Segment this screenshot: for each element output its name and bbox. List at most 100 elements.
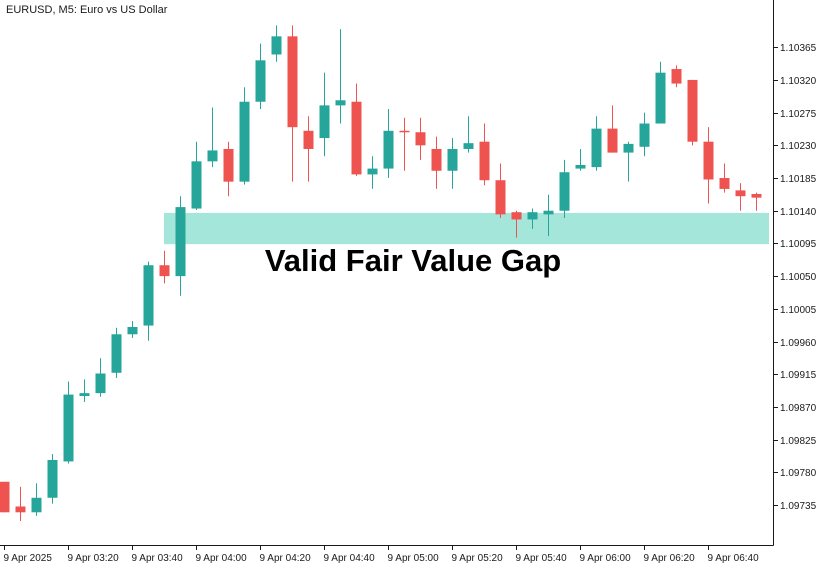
y-tick-label: 1.09960 [780, 338, 817, 349]
candle-body [127, 327, 138, 335]
x-tick-label: 9 Apr 05:40 [516, 553, 568, 564]
candle [399, 117, 410, 171]
candle-body [607, 128, 618, 153]
candle [543, 194, 554, 237]
y-tick-label: 1.10275 [780, 109, 817, 120]
candle [559, 159, 570, 218]
candle [175, 196, 186, 296]
x-tick-label: 9 Apr 05:20 [452, 553, 504, 564]
candle-body [143, 265, 154, 326]
candle [415, 117, 426, 160]
candle-body [255, 60, 266, 102]
y-tick-label: 1.10185 [780, 174, 817, 185]
candle [751, 192, 762, 211]
candle-body [47, 459, 58, 498]
candle-body [239, 101, 250, 182]
candle-body [511, 212, 522, 220]
candle-body [527, 212, 538, 220]
candle-body [303, 130, 314, 149]
candle [719, 163, 730, 193]
candle [511, 210, 522, 238]
y-tick-label: 1.09825 [780, 436, 817, 447]
candle-body [287, 36, 298, 128]
candle [255, 43, 266, 109]
candle [591, 116, 602, 171]
candle-body [271, 36, 282, 55]
candle-body [575, 164, 586, 169]
candle [31, 483, 42, 516]
fvg-zone-layer [164, 212, 769, 245]
candle [287, 25, 298, 182]
x-tick-label: 9 Apr 03:40 [132, 553, 184, 564]
candle [303, 116, 314, 182]
x-tick-label: 9 Apr 03:20 [68, 553, 120, 564]
y-tick-label: 1.09870 [780, 403, 817, 414]
candle-body [479, 141, 490, 181]
x-tick-label: 9 Apr 05:00 [388, 553, 440, 564]
candle-body [687, 79, 698, 142]
candle [79, 379, 90, 402]
x-tick-label: 9 Apr 06:00 [580, 553, 632, 564]
candle-body [703, 141, 714, 180]
candle-body [0, 481, 10, 513]
candle [127, 321, 138, 338]
y-tick-label: 1.09915 [780, 370, 817, 381]
candle [319, 72, 330, 157]
candle-body [623, 143, 634, 153]
candle-body [111, 334, 122, 373]
candle [527, 208, 538, 229]
candle-body [431, 148, 442, 171]
candle [223, 141, 234, 197]
x-tick-label: 9 Apr 2025 [4, 553, 53, 564]
y-tick-label: 1.10140 [780, 207, 817, 218]
y-tick-label: 1.10365 [780, 43, 817, 54]
candle [447, 138, 458, 189]
candle-body [159, 265, 170, 277]
fvg-annotation-label: Valid Fair Value Gap [265, 243, 561, 278]
candle [623, 141, 634, 182]
y-tick-label: 1.10050 [780, 272, 817, 283]
candle [687, 79, 698, 146]
candle-body [415, 132, 426, 146]
candle [95, 358, 106, 397]
candle [207, 107, 218, 168]
candle-body [751, 194, 762, 198]
y-tick-label: 1.10095 [780, 239, 817, 250]
y-tick-label: 1.10230 [780, 141, 817, 152]
y-tick-label: 1.09735 [780, 501, 817, 512]
candle-body [399, 130, 410, 133]
candle [639, 112, 650, 157]
candle-body [335, 100, 346, 106]
candle-body [319, 105, 330, 139]
candle-body [591, 128, 602, 168]
candle [671, 65, 682, 88]
candle [431, 136, 442, 189]
candle [479, 123, 490, 186]
candle [351, 83, 362, 176]
candle [367, 156, 378, 189]
candle-body [79, 393, 90, 397]
candle [335, 29, 346, 124]
x-tick-label: 9 Apr 04:40 [324, 553, 376, 564]
candle-body [31, 497, 42, 513]
candle-body [671, 69, 682, 84]
candle [159, 250, 170, 284]
y-tick-label: 1.10005 [780, 305, 817, 316]
candle [63, 381, 74, 464]
candles-layer [0, 25, 762, 522]
candle [575, 148, 586, 171]
candle [191, 141, 202, 211]
y-tick-label: 1.10320 [780, 76, 817, 87]
x-tick-label: 9 Apr 04:00 [196, 553, 248, 564]
candle [655, 61, 666, 124]
candle-body [735, 190, 746, 197]
candle-body [495, 180, 506, 215]
x-tick-label: 9 Apr 06:40 [708, 553, 760, 564]
candle [15, 486, 26, 522]
candle-body [447, 148, 458, 171]
x-tick-label: 9 Apr 04:20 [260, 553, 312, 564]
candle-body [191, 161, 202, 209]
candle-body [639, 123, 650, 147]
